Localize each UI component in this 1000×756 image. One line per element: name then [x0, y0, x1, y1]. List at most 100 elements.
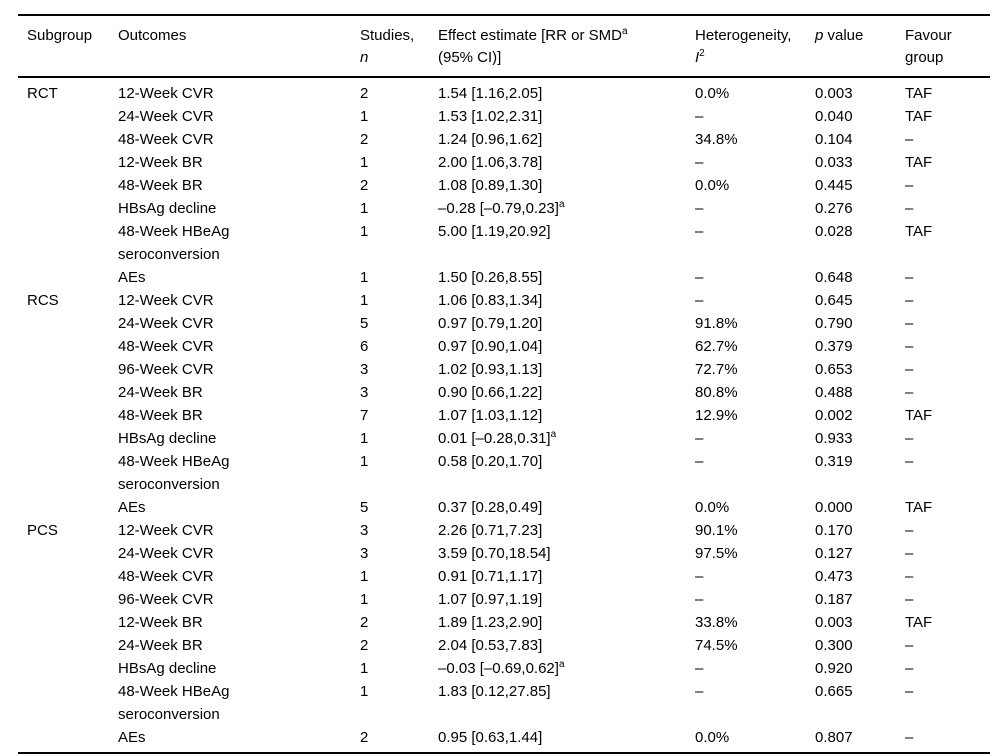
cell-effect-estimate: 3.59 [0.70,18.54]: [438, 545, 551, 562]
cell-subgroup: [18, 726, 118, 754]
cell-favour-group: –: [905, 292, 914, 309]
cell-effect-estimate: 1.07 [0.97,1.19]: [438, 591, 543, 608]
cell-subgroup: [18, 266, 118, 289]
cell-outcome: 48-Week BR: [118, 177, 203, 194]
header-row: Subgroup Outcomes Studies, n Effect estim…: [18, 15, 990, 78]
cell-subgroup: [18, 312, 118, 335]
table-row: 24-Week BR 3 0.90 [0.66,1.22] 80.8% 0.48…: [18, 381, 990, 404]
cell-subgroup: [18, 542, 118, 565]
cell-p-value: 0.300: [815, 637, 853, 654]
cell-studies-n: 1: [360, 591, 369, 608]
cell-p-value: 0.807: [815, 726, 905, 754]
cell-outcome: 48-Week CVR: [118, 338, 214, 355]
cell-heterogeneity: –: [695, 683, 704, 700]
table-row: 48-Week CVR 2 1.24 [0.96,1.62] 34.8% 0.1…: [18, 128, 990, 151]
cell-outcome: 48-Week HBeAg seroconversion: [118, 223, 230, 263]
cell-studies-n: 5: [360, 315, 369, 332]
cell-favour-group: –: [905, 200, 914, 217]
table-row: 48-Week HBeAg seroconversion 1 5.00 [1.1…: [18, 220, 990, 266]
cell-studies-n: 2: [360, 637, 369, 654]
cell-heterogeneity: –: [695, 568, 704, 585]
cell-p-value: 0.933: [815, 430, 853, 447]
table-row: 48-Week BR 2 1.08 [0.89,1.30] 0.0% 0.445…: [18, 174, 990, 197]
cell-p-value: 0.645: [815, 292, 853, 309]
cell-studies-n: 3: [360, 522, 369, 539]
table-row: AEs 5 0.37 [0.28,0.49] 0.0% 0.000 TAF: [18, 496, 990, 519]
cell-heterogeneity: 34.8%: [695, 131, 738, 148]
cell-favour-group: –: [905, 361, 914, 378]
cell-p-value: 0.653: [815, 361, 853, 378]
cell-p-value: 0.033: [815, 154, 853, 171]
cell-outcome: 12-Week CVR: [118, 292, 214, 309]
cell-effect-estimate: 0.58 [0.20,1.70]: [438, 453, 543, 470]
cell-studies-n: 1: [360, 108, 369, 125]
cell-heterogeneity: 0.0%: [695, 726, 815, 754]
header-subgroup: Subgroup: [18, 15, 118, 78]
cell-subgroup: [18, 657, 118, 680]
cell-favour-group: TAF: [905, 614, 933, 631]
cell-studies-n: 3: [360, 545, 369, 562]
table-header: Subgroup Outcomes Studies, n Effect estim…: [18, 15, 990, 78]
subgroup-analysis-table: Subgroup Outcomes Studies, n Effect estim…: [18, 14, 990, 754]
cell-subgroup: PCS: [27, 522, 58, 539]
cell-favour-group: –: [905, 453, 914, 470]
cell-p-value: 0.127: [815, 545, 853, 562]
cell-effect-estimate: 1.83 [0.12,27.85]: [438, 683, 551, 700]
cell-subgroup: RCS: [27, 292, 59, 309]
cell-studies-n: 1: [360, 660, 369, 677]
cell-effect-estimate: 2.04 [0.53,7.83]: [438, 637, 543, 654]
cell-heterogeneity: –: [695, 154, 704, 171]
table-row: 48-Week HBeAg seroconversion 1 0.58 [0.2…: [18, 450, 990, 496]
table-row: HBsAg decline 1 0.01 [–0.28,0.31]a – 0.9…: [18, 427, 990, 450]
cell-effect-estimate: 1.07 [1.03,1.12]: [438, 407, 543, 424]
cell-studies-n: 1: [360, 683, 369, 700]
cell-heterogeneity: 0.0%: [695, 85, 730, 102]
cell-studies-n: 1: [360, 430, 369, 447]
cell-effect-estimate: 5.00 [1.19,20.92]: [438, 223, 551, 240]
cell-heterogeneity: –: [695, 269, 704, 286]
cell-subgroup: [18, 588, 118, 611]
cell-effect-estimate: 1.24 [0.96,1.62]: [438, 131, 543, 148]
cell-subgroup: [18, 197, 118, 220]
cell-outcome: HBsAg decline: [118, 430, 217, 447]
cell-favour-group: –: [905, 637, 914, 654]
cell-outcome: 96-Week CVR: [118, 591, 214, 608]
cell-heterogeneity: 72.7%: [695, 361, 738, 378]
cell-studies-n: 7: [360, 407, 369, 424]
cell-studies-n: 1: [360, 453, 369, 470]
cell-favour-group: TAF: [905, 85, 933, 102]
cell-subgroup: [18, 335, 118, 358]
cell-studies-n: 1: [360, 200, 369, 217]
cell-studies-n: 5: [360, 499, 369, 516]
cell-heterogeneity: 97.5%: [695, 545, 738, 562]
cell-favour-group: –: [905, 522, 914, 539]
cell-outcome: 48-Week HBeAg seroconversion: [118, 683, 230, 723]
cell-subgroup: [18, 105, 118, 128]
table-row: HBsAg decline 1 –0.28 [–0.79,0.23]a – 0.…: [18, 197, 990, 220]
cell-favour-group: –: [905, 430, 914, 447]
subgroup-analysis-table-wrap: Subgroup Outcomes Studies, n Effect estim…: [18, 14, 990, 754]
cell-effect-estimate: –0.28 [–0.79,0.23]a: [438, 199, 565, 218]
cell-effect-estimate: 1.54 [1.16,2.05]: [438, 85, 543, 102]
cell-heterogeneity: 91.8%: [695, 315, 738, 332]
cell-studies-n: 2: [360, 726, 438, 754]
cell-studies-n: 2: [360, 614, 369, 631]
cell-outcome: 48-Week CVR: [118, 568, 214, 585]
table-row: 48-Week CVR 6 0.97 [0.90,1.04] 62.7% 0.3…: [18, 335, 990, 358]
cell-favour-group: TAF: [905, 108, 933, 125]
cell-subgroup: [18, 151, 118, 174]
table-row: RCS 12-Week CVR 1 1.06 [0.83,1.34] – 0.6…: [18, 289, 990, 312]
cell-studies-n: 2: [360, 131, 369, 148]
header-favour-group: Favour group: [905, 15, 990, 78]
cell-heterogeneity: –: [695, 292, 704, 309]
table-body: RCT 12-Week CVR 2 1.54 [1.16,2.05] 0.0% …: [18, 77, 990, 754]
cell-subgroup: [18, 450, 118, 496]
cell-favour-group: –: [905, 177, 914, 194]
cell-studies-n: 1: [360, 292, 369, 309]
cell-outcome: HBsAg decline: [118, 660, 217, 677]
cell-outcome: 12-Week CVR: [118, 85, 214, 102]
cell-outcome: 24-Week CVR: [118, 108, 214, 125]
table-row: 24-Week CVR 1 1.53 [1.02,2.31] – 0.040 T…: [18, 105, 990, 128]
cell-subgroup: [18, 358, 118, 381]
cell-effect-estimate: 1.08 [0.89,1.30]: [438, 177, 543, 194]
